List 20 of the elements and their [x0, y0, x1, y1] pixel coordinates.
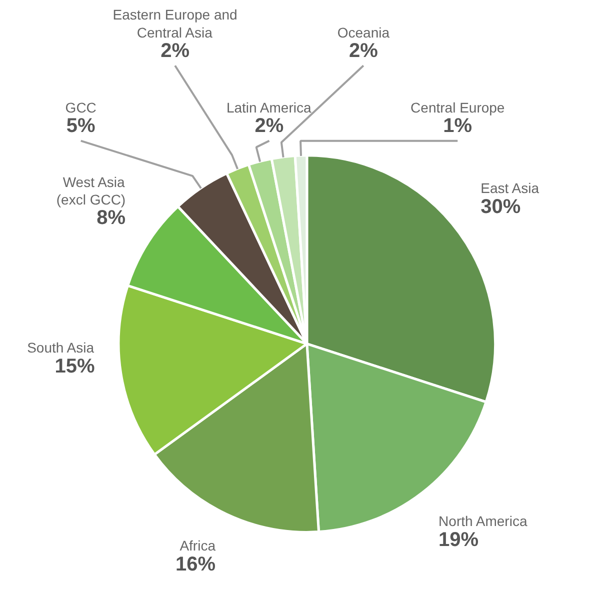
slice-label: Latin America: [226, 99, 312, 116]
slice-label: Africa: [180, 538, 216, 554]
data-label: 19%: [438, 529, 479, 552]
slice-label: West Asia (excl GCC): [56, 174, 126, 208]
data-label: 2%: [160, 40, 190, 62]
data-label: 2%: [254, 115, 284, 138]
data-label: 2%: [348, 40, 378, 62]
slice-label: South Asia: [27, 340, 94, 356]
slice-label: Oceania: [337, 24, 390, 40]
slice-label: East Asia: [480, 180, 540, 196]
slice-label: North America: [438, 513, 528, 530]
data-label: 15%: [54, 355, 96, 378]
data-label: 16%: [175, 554, 216, 576]
slice-label: Eastern Europe and Central Asia: [112, 6, 238, 40]
data-label: 1%: [443, 115, 472, 138]
data-label: 8%: [96, 206, 126, 229]
data-label: 5%: [66, 115, 96, 138]
data-label: 30%: [480, 196, 521, 218]
slice-label: Central Europe: [410, 99, 505, 116]
slice-label: GCC: [65, 99, 96, 116]
